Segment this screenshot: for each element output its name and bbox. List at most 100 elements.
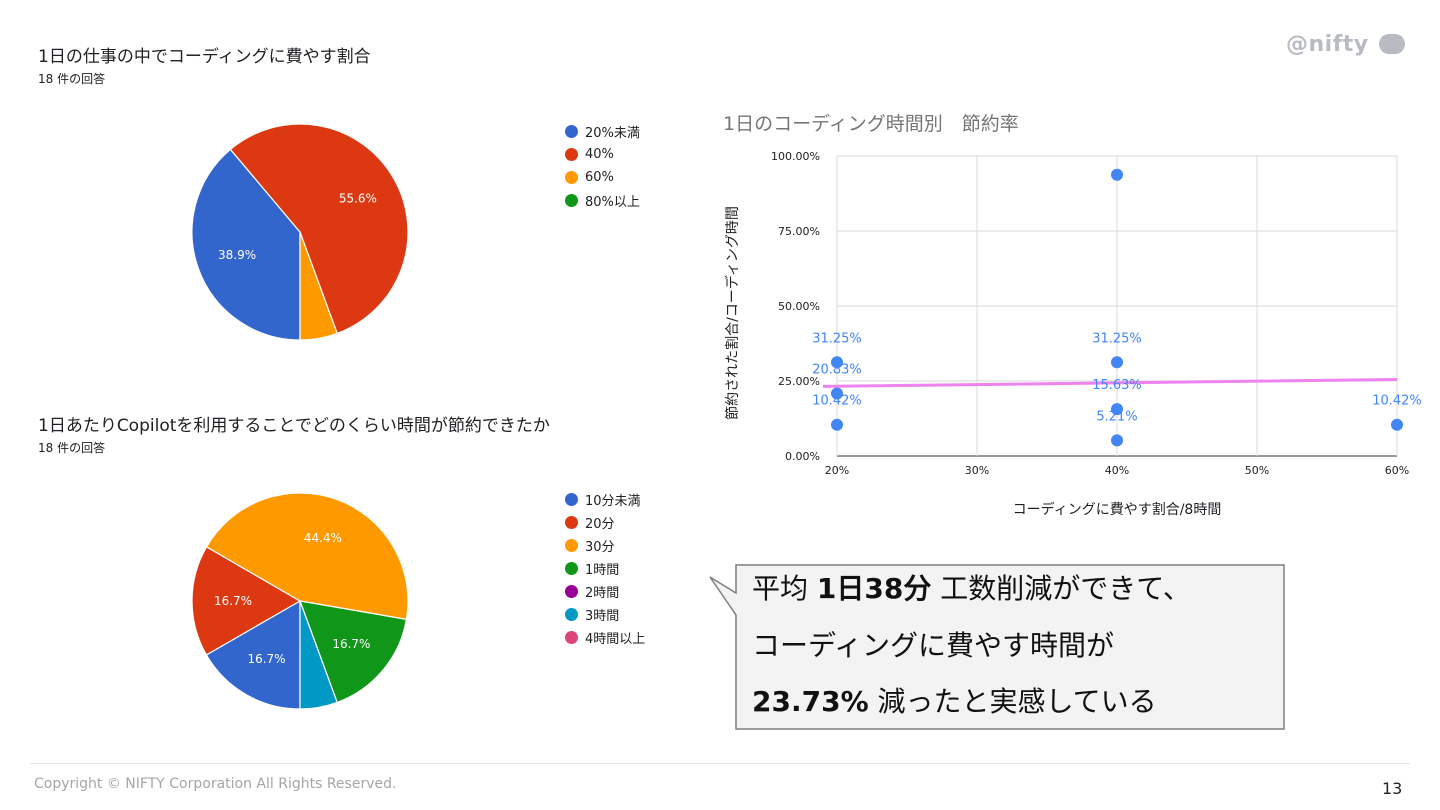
- callout-line2: コーディングに費やす時間が: [752, 629, 1115, 662]
- scatter-chart: 1日のコーディング時間別 節約率 0.00% 25.00% 50.00% 75.00% 1…: [723, 113, 1422, 518]
- footer-divider: [30, 763, 1410, 764]
- pie1-legend: 20%未満 40% 60% 80%以上: [565, 120, 640, 212]
- legend-item: 20%未満: [565, 120, 640, 143]
- legend-swatch: [565, 585, 578, 598]
- y-tick-label: 100.00%: [771, 150, 820, 163]
- callout-line3-bold: 23.73%: [752, 685, 869, 718]
- pie-slice: [205, 492, 409, 621]
- legend-swatch: [565, 631, 578, 644]
- x-axis-title: コーディングに費やす割合/8時間: [1013, 501, 1222, 518]
- scatter-point: [831, 418, 843, 431]
- pie2-subtitle: 18 件の回答: [38, 441, 106, 455]
- pie-data-label: 55.6%: [339, 191, 377, 205]
- y-tick-label: 0.00%: [785, 450, 820, 463]
- legend-label: 20%未満: [585, 126, 640, 141]
- legend-item: 10分未満: [565, 488, 645, 511]
- scatter-point: [1391, 418, 1403, 431]
- legend-swatch: [565, 516, 578, 529]
- legend-label: 20分: [585, 517, 615, 532]
- legend-label: 1時間: [585, 563, 620, 578]
- legend-swatch: [565, 194, 578, 207]
- pie-slice: [299, 600, 408, 704]
- legend-item: 80%以上: [565, 189, 640, 212]
- legend-label: 2時間: [585, 586, 620, 601]
- legend-item: 40%: [565, 143, 640, 166]
- callout-box: [709, 564, 1285, 730]
- pie-slice: [299, 231, 338, 341]
- copyright-text: Copyright © NIFTY Corporation All Rights…: [34, 776, 397, 792]
- scatter-data-label: 31.25%: [812, 331, 862, 346]
- legend-swatch: [565, 493, 578, 506]
- legend-label: 4時間以上: [585, 632, 646, 647]
- legend-label: 80%以上: [585, 195, 640, 210]
- pie-data-label: 16.7%: [214, 594, 252, 608]
- legend-label: 60%: [585, 170, 614, 185]
- y-tick-label: 75.00%: [778, 225, 820, 238]
- legend-swatch: [565, 148, 578, 161]
- x-tick-label: 30%: [965, 464, 989, 477]
- pie-slice: [191, 545, 302, 656]
- brand-text: @nifty: [1286, 32, 1369, 57]
- scatter-data-label: 5.21%: [1096, 409, 1137, 424]
- pie-data-label: 44.4%: [304, 531, 342, 545]
- legend-label: 10分未満: [585, 494, 641, 509]
- pie-slice: [299, 600, 338, 710]
- legend-label: 3時間: [585, 609, 620, 624]
- legend-swatch: [565, 562, 578, 575]
- x-tick-label: 40%: [1105, 464, 1129, 477]
- x-tick-label: 60%: [1385, 464, 1409, 477]
- scatter-point: [831, 387, 843, 400]
- callout-line1: 平均 1日38分 工数削減ができて、: [752, 575, 1191, 603]
- pie1-chart: 38.9% 55.6%: [191, 123, 409, 341]
- pie-slice: [229, 123, 409, 335]
- scatter-point: [1111, 356, 1123, 369]
- legend-label: 30分: [585, 540, 615, 555]
- legend-swatch: [565, 171, 578, 184]
- pie1-subtitle: 18 件の回答: [38, 72, 106, 86]
- scatter-point: [831, 356, 843, 369]
- callout-line1-bold: 1日38分: [816, 572, 932, 605]
- brand-mark-icon: [1378, 34, 1405, 54]
- callout-line3-post: 減ったと実感している: [868, 685, 1157, 718]
- pie-data-label: 16.7%: [332, 637, 370, 651]
- x-tick-label: 50%: [1245, 464, 1269, 477]
- pie-slice: [205, 599, 301, 710]
- callout-line1-pre: 平均: [752, 572, 817, 605]
- legend-item: 20分: [565, 511, 645, 534]
- legend-item: 4時間以上: [565, 626, 645, 649]
- legend-item: 1時間: [565, 557, 645, 580]
- legend-swatch: [565, 608, 578, 621]
- pie1-title: 1日の仕事の中でコーディングに費やす割合: [38, 47, 371, 67]
- page-number: 13: [1382, 779, 1403, 798]
- scatter-point: [1111, 403, 1123, 416]
- y-tick-label: 25.00%: [778, 375, 820, 388]
- scatter-data-label: 20.83%: [812, 363, 862, 378]
- pie2-legend: 10分未満 20分 30分 1時間 2時間 3時間 4時間以上: [565, 488, 645, 649]
- brand-logo: @nifty: [1286, 32, 1405, 57]
- legend-swatch: [565, 539, 578, 552]
- callout-line1-post: 工数削減ができて、: [931, 572, 1191, 605]
- legend-item: 3時間: [565, 603, 645, 626]
- legend-item: 60%: [565, 166, 640, 189]
- x-tick-label: 20%: [825, 464, 849, 477]
- scatter-data-label: 31.25%: [1092, 331, 1142, 346]
- y-tick-label: 50.00%: [778, 300, 820, 313]
- pie2-chart: 16.7% 16.7% 44.4% 16.7%: [191, 492, 409, 710]
- scatter-point: [1111, 168, 1123, 181]
- scatter-data-label: 10.42%: [812, 394, 862, 409]
- pie-slice: [191, 148, 301, 341]
- legend-label: 40%: [585, 147, 614, 162]
- legend-item: 2時間: [565, 580, 645, 603]
- scatter-title: 1日のコーディング時間別 節約率: [723, 113, 1019, 135]
- scatter-data-label: 15.63%: [1092, 378, 1142, 393]
- pie-data-label: 38.9%: [218, 248, 256, 262]
- legend-item: 30分: [565, 534, 645, 557]
- scatter-point: [1111, 434, 1123, 447]
- scatter-data-label: 10.42%: [1372, 394, 1422, 409]
- y-axis-title: 節約された割合/コーディング時間: [724, 206, 741, 420]
- legend-swatch: [565, 125, 578, 138]
- pie2-title: 1日あたりCopilotを利用することでどのくらい時間が節約できたか: [38, 416, 550, 436]
- callout-line3: 23.73% 減ったと実感している: [752, 688, 1157, 716]
- trendline: [822, 378, 1398, 388]
- pie-data-label: 16.7%: [247, 652, 285, 666]
